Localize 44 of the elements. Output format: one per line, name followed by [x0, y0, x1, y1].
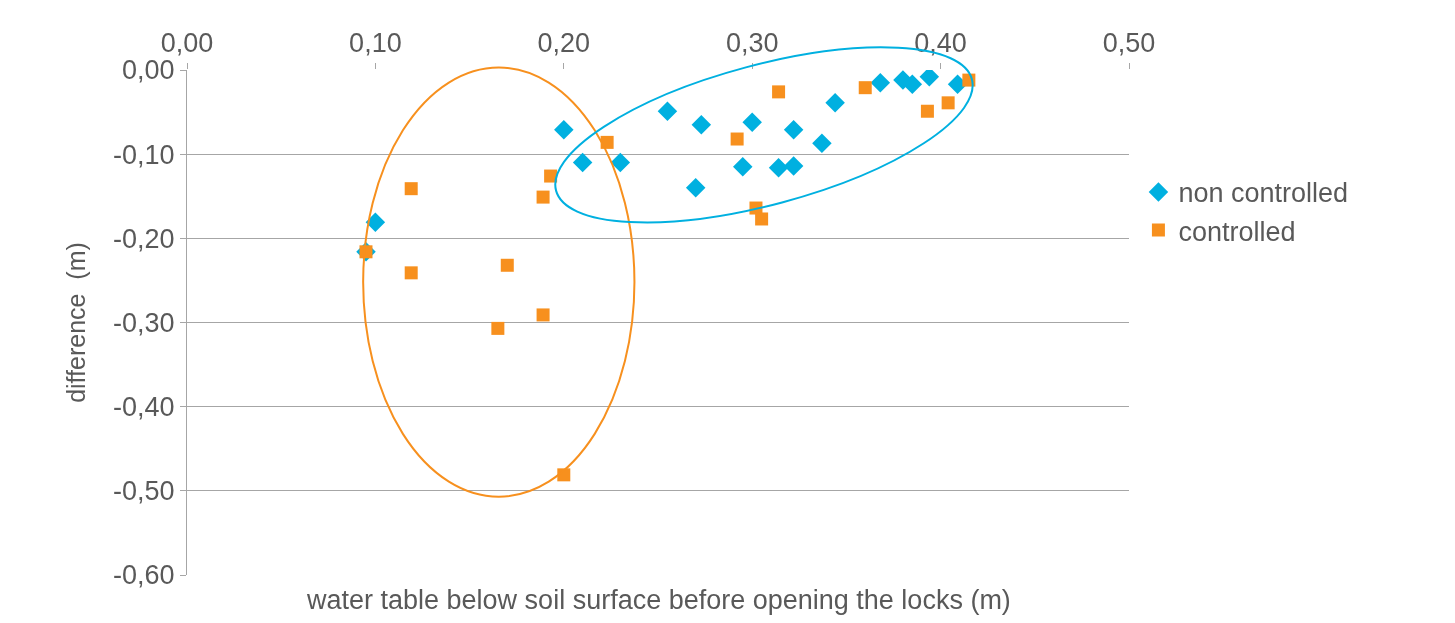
x-tick-label: 0,30: [725, 28, 779, 59]
point: [365, 212, 386, 233]
point: [825, 93, 845, 113]
y-tick-label: -0,30: [113, 307, 175, 338]
point: [858, 81, 872, 95]
point: [554, 120, 574, 140]
point: [610, 152, 631, 173]
point: [920, 104, 934, 118]
x-tick-label: 0,50: [1102, 28, 1156, 59]
y-tick-label: -0,50: [113, 476, 175, 507]
point: [572, 152, 593, 173]
point: [755, 212, 769, 226]
point: [783, 120, 804, 140]
point: [500, 258, 514, 272]
legend-label: non controlled: [1178, 178, 1349, 209]
point: [783, 156, 804, 176]
point: [812, 133, 832, 153]
legend-label: controlled: [1178, 216, 1296, 247]
y-axis-title: difference (m): [61, 242, 90, 403]
point: [733, 157, 753, 177]
y-tick-label: -0,20: [113, 223, 175, 254]
point: [536, 308, 550, 322]
point: [491, 321, 505, 335]
y-tick-label: -0,40: [113, 392, 175, 423]
point: [870, 72, 891, 93]
point: [404, 266, 418, 280]
point: [544, 169, 558, 183]
point: [902, 74, 923, 95]
x-tick-label: 0,40: [914, 28, 967, 59]
point: [730, 132, 744, 146]
x-tick-label: 0,10: [349, 28, 402, 59]
y-tick-label: -0,10: [113, 139, 175, 170]
point: [768, 157, 789, 178]
point: [941, 96, 955, 110]
point: [691, 114, 712, 135]
point: [742, 112, 762, 132]
point: [685, 178, 706, 198]
point: [404, 182, 418, 196]
point: [657, 101, 678, 121]
point: [772, 85, 786, 99]
y-tick-label: -0,60: [113, 560, 175, 591]
point: [536, 190, 550, 204]
x-axis-title: water table below soil surface before opening the locks (m): [306, 585, 1011, 615]
x-tick-label: 0,20: [537, 28, 591, 59]
